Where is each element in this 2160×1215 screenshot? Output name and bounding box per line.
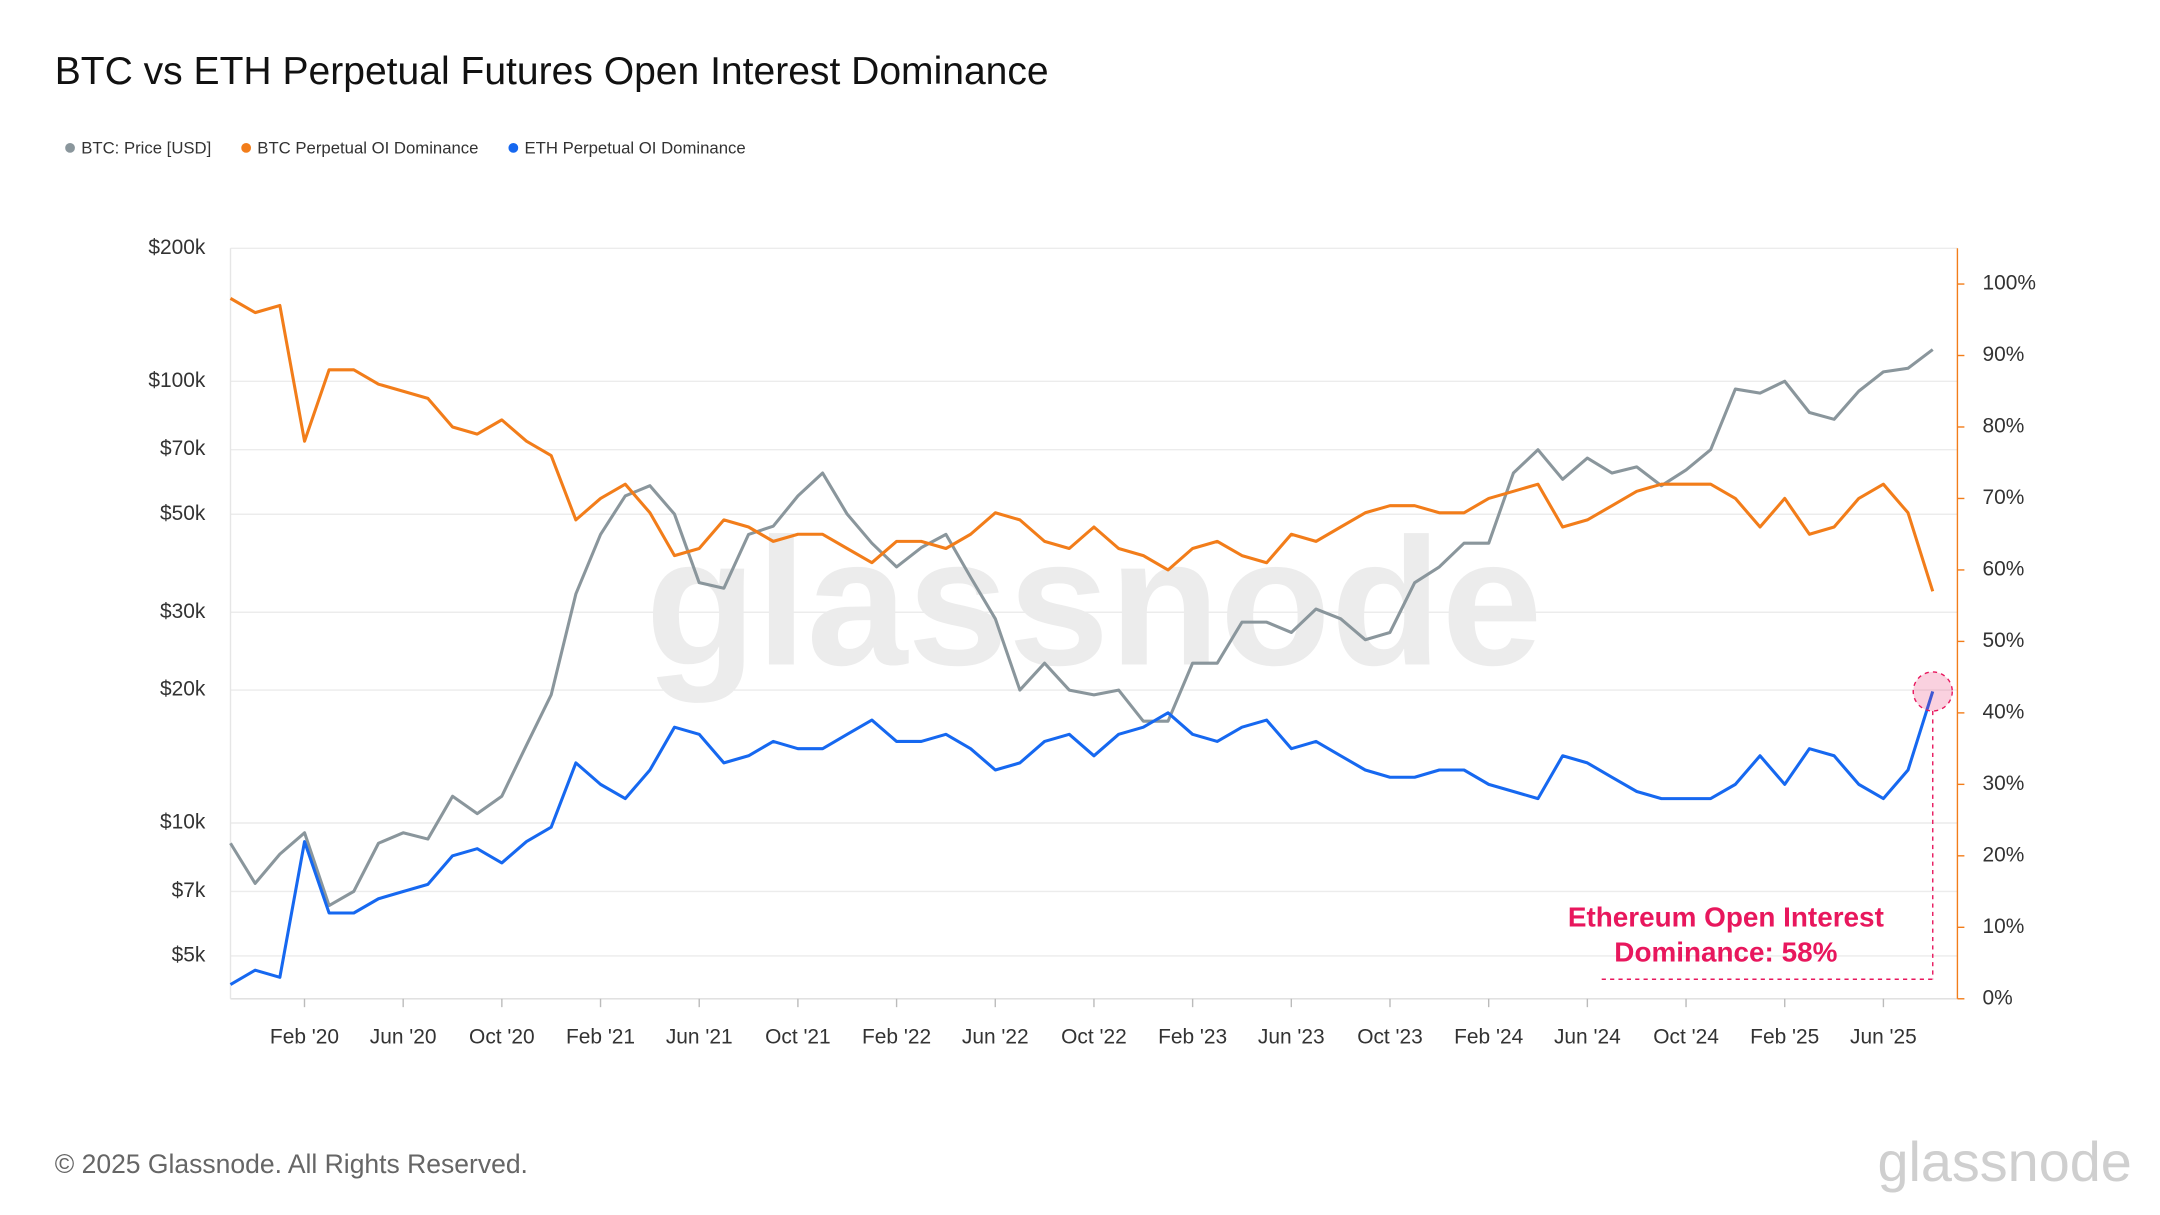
brand-logo: glassnode xyxy=(1877,1130,2131,1193)
x-tick-label: Jun '20 xyxy=(370,1025,437,1048)
chart-title: BTC vs ETH Perpetual Futures Open Intere… xyxy=(55,50,1049,93)
y-tick-label: $100k xyxy=(148,369,206,392)
x-tick-label: Feb '25 xyxy=(1750,1025,1819,1048)
watermark: glassnode xyxy=(646,501,1543,703)
y2-tick-label: 40% xyxy=(1983,700,2025,723)
y-tick-label: $30k xyxy=(160,600,206,623)
y2-tick-label: 90% xyxy=(1983,343,2025,366)
legend-marker xyxy=(508,142,519,153)
legend-label: BTC Perpetual OI Dominance xyxy=(257,139,478,158)
y2-tick-label: 20% xyxy=(1983,843,2025,866)
y-tick-label: $10k xyxy=(160,811,206,834)
footer: © 2025 Glassnode. All Rights Reserved. xyxy=(55,1149,528,1179)
x-tick-label: Jun '23 xyxy=(1258,1025,1325,1048)
x-tick-label: Oct '22 xyxy=(1061,1025,1127,1048)
x-tick-label: Jun '24 xyxy=(1554,1025,1621,1048)
legend-label: ETH Perpetual OI Dominance xyxy=(525,139,746,158)
x-tick-label: Jun '25 xyxy=(1850,1025,1917,1048)
legend-label: BTC: Price [USD] xyxy=(81,139,211,158)
x-tick-label: Oct '21 xyxy=(765,1025,831,1048)
series-line xyxy=(229,348,1934,908)
annotation-text: Ethereum Open Interest xyxy=(1568,902,1884,933)
y-tick-label: $200k xyxy=(148,236,206,259)
x-tick-label: Feb '20 xyxy=(270,1025,339,1048)
y-tick-label: $7k xyxy=(172,879,206,902)
y-tick-label: $20k xyxy=(160,678,206,701)
legend-marker xyxy=(65,142,75,153)
series-line xyxy=(229,297,1935,592)
x-tick-label: Oct '24 xyxy=(1653,1025,1719,1048)
legend-marker xyxy=(241,142,252,153)
y2-tick-label: 100% xyxy=(1983,272,2036,295)
x-tick-label: Feb '24 xyxy=(1454,1025,1523,1048)
annotation-text: Dominance: 58% xyxy=(1614,937,1837,968)
x-tick-label: Jun '22 xyxy=(962,1025,1029,1048)
y2-tick-label: 50% xyxy=(1983,629,2025,652)
y2-tick-label: 80% xyxy=(1983,415,2025,438)
x-tick-label: Jun '21 xyxy=(666,1025,733,1048)
x-tick-label: Feb '21 xyxy=(566,1025,635,1048)
y-tick-label: $70k xyxy=(160,437,206,460)
series-line xyxy=(229,691,1935,986)
y-tick-label: $50k xyxy=(160,502,206,525)
x-tick-label: Oct '20 xyxy=(469,1025,535,1048)
highlight-marker xyxy=(1912,671,1953,712)
x-tick-label: Feb '23 xyxy=(1158,1025,1227,1048)
y-tick-label: $5k xyxy=(172,944,206,967)
x-tick-label: Feb '22 xyxy=(862,1025,931,1048)
y2-tick-label: 60% xyxy=(1983,557,2025,580)
y2-tick-label: 10% xyxy=(1983,915,2025,938)
x-tick-label: Oct '23 xyxy=(1357,1025,1423,1048)
y2-tick-label: 70% xyxy=(1983,486,2025,509)
y2-tick-label: 30% xyxy=(1983,772,2025,795)
y2-tick-label: 0% xyxy=(1983,986,2013,1009)
